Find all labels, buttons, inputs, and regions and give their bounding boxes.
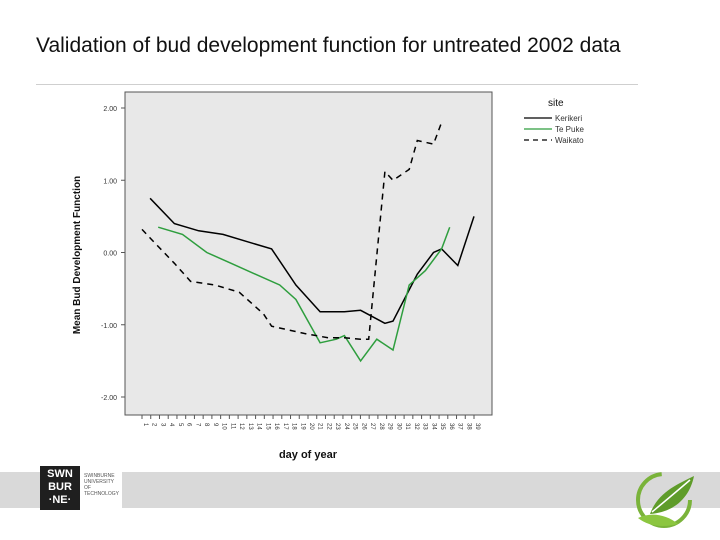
title-divider	[36, 84, 638, 85]
legend-title: site	[548, 98, 564, 109]
x-tick-label: 17	[282, 423, 288, 430]
x-tick-label: 34	[430, 423, 436, 430]
y-axis-label: Mean Bud Development Function	[72, 176, 83, 334]
x-tick-label: 26	[360, 423, 366, 430]
x-tick-label: 28	[378, 423, 384, 430]
x-tick-label: 25	[352, 423, 358, 430]
x-tick-label: 9	[212, 423, 218, 427]
slide-title: Validation of bud development function f…	[36, 34, 621, 57]
x-tick-label: 35	[439, 423, 445, 430]
x-tick-label: 15	[264, 423, 270, 430]
series-line-kerikeri	[149, 197, 475, 325]
x-tick-label: 4	[168, 423, 174, 427]
y-tick-label: 1.00	[103, 178, 117, 185]
series-line-te-puke	[157, 226, 451, 363]
x-tick-label: 39	[474, 423, 480, 430]
x-tick-label: 20	[308, 423, 314, 430]
legend: site Kerikeri Te Puke Waikato	[524, 98, 584, 145]
x-tick-label: 22	[325, 423, 331, 430]
x-tick-label: 36	[448, 423, 454, 430]
series-lines	[141, 122, 475, 363]
legend-label: Kerikeri	[555, 114, 582, 123]
x-tick-label: 27	[369, 423, 375, 430]
x-tick-label: 37	[457, 423, 463, 430]
x-tick-label: 30	[395, 423, 401, 430]
x-tick-label: 14	[256, 423, 262, 430]
x-tick-label: 11	[229, 423, 235, 430]
x-tick-label: 18	[291, 423, 297, 430]
x-tick-label: 21	[317, 423, 323, 430]
logo-text: SWINBURNE UNIVERSITY OF TECHNOLOGY	[84, 473, 120, 497]
x-axis: 1 2 3 4 5 6 7 8 9 10 11 12 13 14 15 16 17 18 19 20 21 22 23 24 2…	[141, 415, 480, 430]
x-tick-label: 38	[465, 423, 471, 430]
x-axis-label: day of year	[279, 449, 338, 461]
y-tick-label: -1.00	[101, 323, 117, 330]
plot-area	[124, 91, 493, 416]
x-tick-label: 33	[422, 423, 428, 430]
x-tick-label: 1	[142, 423, 148, 427]
x-tick-label: 31	[404, 423, 410, 430]
x-tick-label: 5	[177, 423, 183, 427]
x-tick-label: 10	[221, 423, 227, 430]
y-tick-label: 2.00	[103, 106, 117, 113]
x-tick-label: 12	[238, 423, 244, 430]
x-tick-label: 7	[194, 423, 200, 427]
x-tick-label: 6	[186, 423, 192, 427]
x-tick-label: 16	[273, 423, 279, 430]
logo-mark: SWN BUR ·NE·	[40, 466, 80, 510]
university-logo: SWN BUR ·NE· SWINBURNE UNIVERSITY OF TEC…	[40, 466, 122, 510]
y-tick-label: -2.00	[101, 395, 117, 402]
x-tick-label: 23	[334, 423, 340, 430]
x-tick-label: 13	[247, 423, 253, 430]
x-tick-label: 24	[343, 423, 349, 430]
x-tick-label: 29	[387, 423, 393, 430]
legend-label: Te Puke	[555, 125, 584, 134]
series-line-waikato	[141, 122, 443, 340]
x-tick-label: 19	[299, 423, 305, 430]
y-axis: 2.00 1.00 0.00 -1.00 -2.00	[101, 106, 125, 402]
x-tick-label: 3	[159, 423, 165, 427]
legend-label: Waikato	[555, 136, 584, 145]
x-tick-label: 32	[413, 423, 419, 430]
x-tick-label: 8	[203, 423, 209, 427]
leaf-emblem-icon	[636, 472, 694, 528]
x-tick-label: 2	[151, 423, 157, 427]
y-tick-label: 0.00	[103, 251, 117, 258]
